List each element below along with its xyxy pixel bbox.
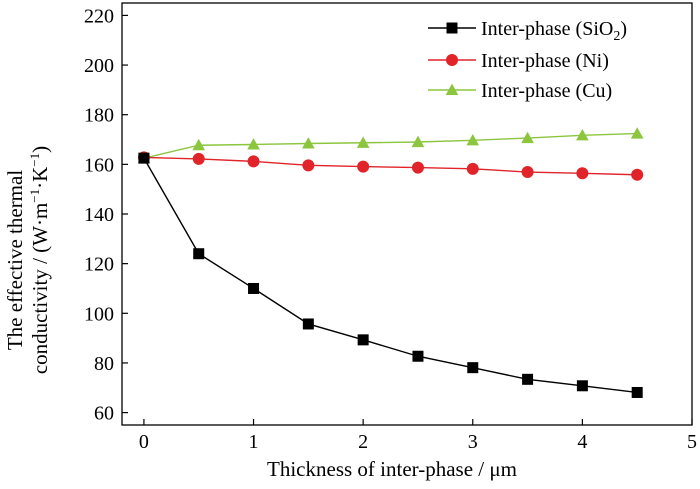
legend-label-close: )	[620, 18, 627, 40]
y-axis-title: The effective thermal conductivity / (W·…	[3, 146, 52, 374]
y-tick-label: 200	[84, 55, 114, 77]
y-axis-title-unit-main: conductivity / (W·m	[28, 203, 52, 374]
data-point-cu	[521, 131, 534, 144]
data-point-sio2	[631, 386, 643, 398]
data-point-ni	[192, 152, 205, 165]
legend-label-ni: Inter-phase (Ni)	[481, 50, 609, 72]
x-tick-label: 1	[249, 431, 259, 453]
x-tick-label: 2	[358, 431, 368, 453]
x-axis-title: Thickness of inter-phase / μm	[267, 457, 517, 481]
legend-marker-sio2	[446, 22, 458, 34]
data-point-cu	[302, 137, 315, 149]
data-point-ni	[357, 160, 370, 173]
y-axis-title-line2: conductivity / (W·m−1·K−1)	[27, 146, 52, 374]
data-point-ni	[631, 168, 644, 181]
y-tick-label: 100	[84, 303, 114, 325]
data-point-ni	[466, 162, 479, 175]
x-tick-label: 0	[139, 431, 149, 453]
series-sio2-line	[143, 157, 638, 394]
legend-marker-cu	[445, 83, 459, 96]
y-tick-label: 160	[84, 154, 114, 176]
data-point-ni	[576, 167, 589, 180]
series-sio2	[138, 152, 643, 398]
series-layer	[137, 127, 644, 398]
data-point-sio2	[302, 318, 314, 330]
legend-label-subscript: 2	[613, 29, 620, 44]
y-tick-label: 80	[94, 353, 114, 375]
data-point-sio2	[467, 362, 479, 374]
legend-label-sio2: Inter-phase (SiO2)	[481, 18, 627, 44]
legend-label-cu: Inter-phase (Cu)	[481, 80, 612, 102]
data-point-sio2	[193, 248, 205, 260]
data-point-cu	[192, 138, 206, 151]
y-axis-title-unit-mid: ·K	[28, 167, 52, 189]
data-point-sio2	[357, 334, 369, 346]
y-axis-title-unit-sup2: −1	[27, 153, 42, 167]
data-point-ni	[302, 159, 315, 172]
series-ni	[137, 151, 644, 181]
x-tick-label: 4	[577, 431, 587, 453]
data-point-ni	[521, 166, 534, 179]
x-axis: 0 1 2 3 4 5	[139, 419, 697, 453]
y-tick-label: 60	[94, 403, 114, 425]
x-tick-label: 3	[468, 431, 478, 453]
data-point-ni	[247, 155, 260, 168]
data-point-sio2	[412, 350, 424, 362]
data-point-ni	[411, 161, 424, 174]
y-axis: 60 80 100 120 140 160 180 200 220	[84, 5, 128, 425]
data-point-cu	[576, 128, 589, 141]
data-point-sio2	[522, 373, 534, 385]
y-tick-label: 220	[84, 5, 114, 27]
series-ni-line	[143, 156, 638, 176]
legend-label-text: Inter-phase (SiO	[481, 18, 613, 40]
y-axis-title-unit-sup1: −1	[27, 189, 42, 203]
data-point-cu	[356, 136, 370, 148]
data-point-cu	[630, 127, 644, 139]
data-point-sio2	[138, 152, 150, 164]
y-tick-label: 120	[84, 254, 114, 276]
y-axis-title-unit-end: )	[28, 146, 52, 153]
data-point-sio2	[576, 380, 588, 392]
y-tick-label: 140	[84, 204, 114, 226]
y-tick-label: 180	[84, 105, 114, 127]
data-point-cu	[247, 138, 260, 150]
data-point-cu	[411, 135, 425, 148]
data-point-sio2	[248, 282, 260, 294]
series-cu-line	[143, 132, 638, 159]
x-tick-label: 5	[687, 431, 697, 453]
legend-marker-ni	[446, 54, 458, 66]
y-axis-title-line1: The effective thermal	[3, 170, 27, 351]
legend: Inter-phase (SiO2) Inter-phase (Ni) Inter-…	[428, 18, 627, 102]
data-point-cu	[466, 133, 480, 146]
series-cu	[137, 127, 644, 164]
